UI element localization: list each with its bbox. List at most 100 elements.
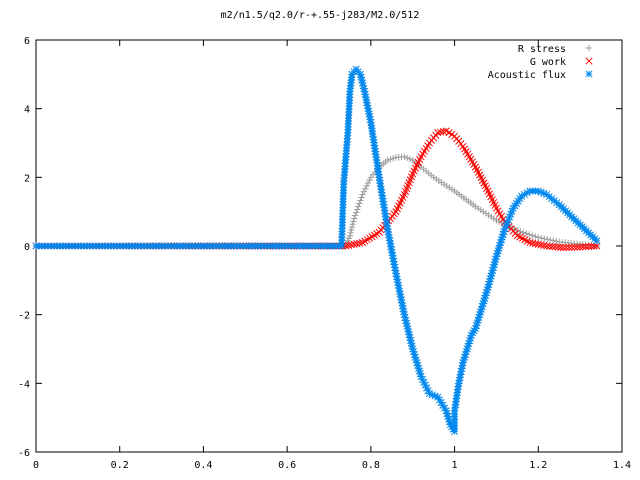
- data-point-r-stress: [553, 238, 560, 245]
- data-point-r-stress: [355, 203, 362, 210]
- data-point-g-work: [545, 242, 554, 250]
- x-tick-label: 1: [452, 460, 458, 471]
- data-point-g-work: [353, 240, 361, 248]
- legend-marker: [585, 44, 593, 52]
- data-point-acoustic-flux: [384, 228, 392, 236]
- data-point-r-stress: [353, 209, 360, 216]
- data-point-g-work: [565, 243, 573, 252]
- data-point-r-stress: [358, 194, 365, 201]
- data-point-g-work: [584, 242, 593, 251]
- data-point-g-work: [434, 129, 442, 137]
- data-point-r-stress: [349, 221, 356, 228]
- data-point-r-stress: [538, 234, 545, 242]
- x-tick-label: 0.6: [278, 460, 296, 471]
- data-point-g-work: [537, 241, 545, 249]
- data-point-r-stress: [347, 229, 354, 237]
- data-point-g-work: [559, 244, 567, 252]
- data-point-r-stress: [517, 228, 524, 235]
- data-point-r-stress: [389, 155, 397, 162]
- data-point-acoustic-flux: [393, 275, 401, 283]
- data-point-g-work: [439, 128, 447, 136]
- data-point-g-work: [554, 243, 562, 251]
- data-point-g-work: [529, 239, 537, 247]
- data-point-g-work: [579, 243, 587, 251]
- legend-marker: [585, 57, 593, 65]
- data-point-r-stress: [529, 232, 536, 239]
- x-tick-label: 0.8: [362, 460, 380, 471]
- data-point-g-work: [526, 239, 534, 247]
- data-point-g-work: [593, 242, 601, 250]
- x-tick-label: 0: [33, 460, 39, 471]
- data-point-acoustic-flux: [384, 225, 392, 233]
- data-point-r-stress: [532, 233, 539, 240]
- data-point-acoustic-flux: [365, 110, 373, 118]
- data-point-g-work: [551, 243, 559, 251]
- chart-title: m2/n1.5/q2.0/r-+.55-j283/M2.0/512: [220, 10, 420, 21]
- data-point-r-stress: [523, 230, 530, 237]
- data-point-g-work: [347, 241, 355, 249]
- legend-label: R stress: [518, 44, 566, 55]
- data-point-g-work: [540, 241, 548, 249]
- data-point-acoustic-flux: [393, 272, 401, 280]
- data-point-r-stress: [354, 206, 361, 213]
- y-tick-label: 6: [24, 36, 30, 47]
- data-point-acoustic-flux: [593, 237, 601, 245]
- data-point-r-stress: [526, 231, 533, 238]
- data-point-r-stress: [541, 235, 548, 242]
- data-point-g-work: [576, 243, 584, 251]
- data-point-r-stress: [348, 223, 356, 231]
- data-point-r-stress: [362, 185, 369, 192]
- data-point-g-work: [573, 243, 581, 251]
- data-point-g-work: [590, 242, 598, 250]
- data-point-g-work: [437, 128, 445, 136]
- data-point-r-stress: [514, 227, 521, 234]
- legend-label: G work: [530, 57, 566, 68]
- data-point-g-work: [350, 240, 358, 248]
- data-point-r-stress: [550, 237, 557, 244]
- data-point-g-work: [531, 240, 540, 248]
- data-point-r-stress: [387, 156, 394, 163]
- x-tick-label: 0.2: [111, 460, 129, 471]
- data-point-g-work: [571, 243, 579, 251]
- data-point-r-stress: [403, 154, 411, 162]
- data-point-g-work: [344, 241, 353, 249]
- data-point-r-stress: [535, 234, 542, 241]
- data-point-g-work: [356, 239, 364, 247]
- data-point-g-work: [534, 240, 542, 248]
- x-tick-label: 1.4: [613, 460, 631, 471]
- data-point-r-stress: [547, 236, 554, 244]
- data-point-r-stress: [357, 197, 364, 204]
- legend-marker: [585, 70, 593, 78]
- data-point-acoustic-flux: [405, 331, 413, 339]
- data-point-g-work: [543, 242, 551, 250]
- y-tick-label: 4: [24, 105, 30, 116]
- data-point-g-work: [548, 243, 556, 251]
- data-point-acoustic-flux: [397, 293, 405, 301]
- data-point-r-stress: [348, 226, 355, 234]
- data-point-g-work: [562, 244, 570, 252]
- data-point-r-stress: [356, 200, 363, 207]
- data-point-r-stress: [350, 218, 357, 225]
- legend-label: Acoustic flux: [488, 70, 566, 81]
- y-tick-label: 2: [24, 173, 30, 184]
- data-point-r-stress: [520, 229, 527, 236]
- x-tick-label: 0.4: [194, 460, 212, 471]
- data-point-g-work: [587, 242, 595, 250]
- data-point-r-stress: [360, 188, 368, 195]
- data-point-acoustic-flux: [400, 311, 408, 319]
- y-tick-label: 0: [24, 242, 30, 253]
- data-point-r-stress: [364, 179, 372, 187]
- data-point-g-work: [568, 243, 576, 251]
- data-point-r-stress: [346, 232, 354, 239]
- data-point-g-work: [582, 243, 590, 251]
- y-tick-label: -4: [18, 379, 30, 390]
- x-tick-label: 1.2: [529, 460, 547, 471]
- data-point-r-stress: [406, 155, 414, 163]
- data-point-r-stress: [363, 182, 370, 190]
- data-point-r-stress: [350, 215, 358, 222]
- y-tick-label: -6: [18, 448, 30, 459]
- data-point-g-work: [557, 243, 565, 251]
- data-point-acoustic-flux: [388, 249, 396, 257]
- data-point-r-stress: [384, 156, 391, 164]
